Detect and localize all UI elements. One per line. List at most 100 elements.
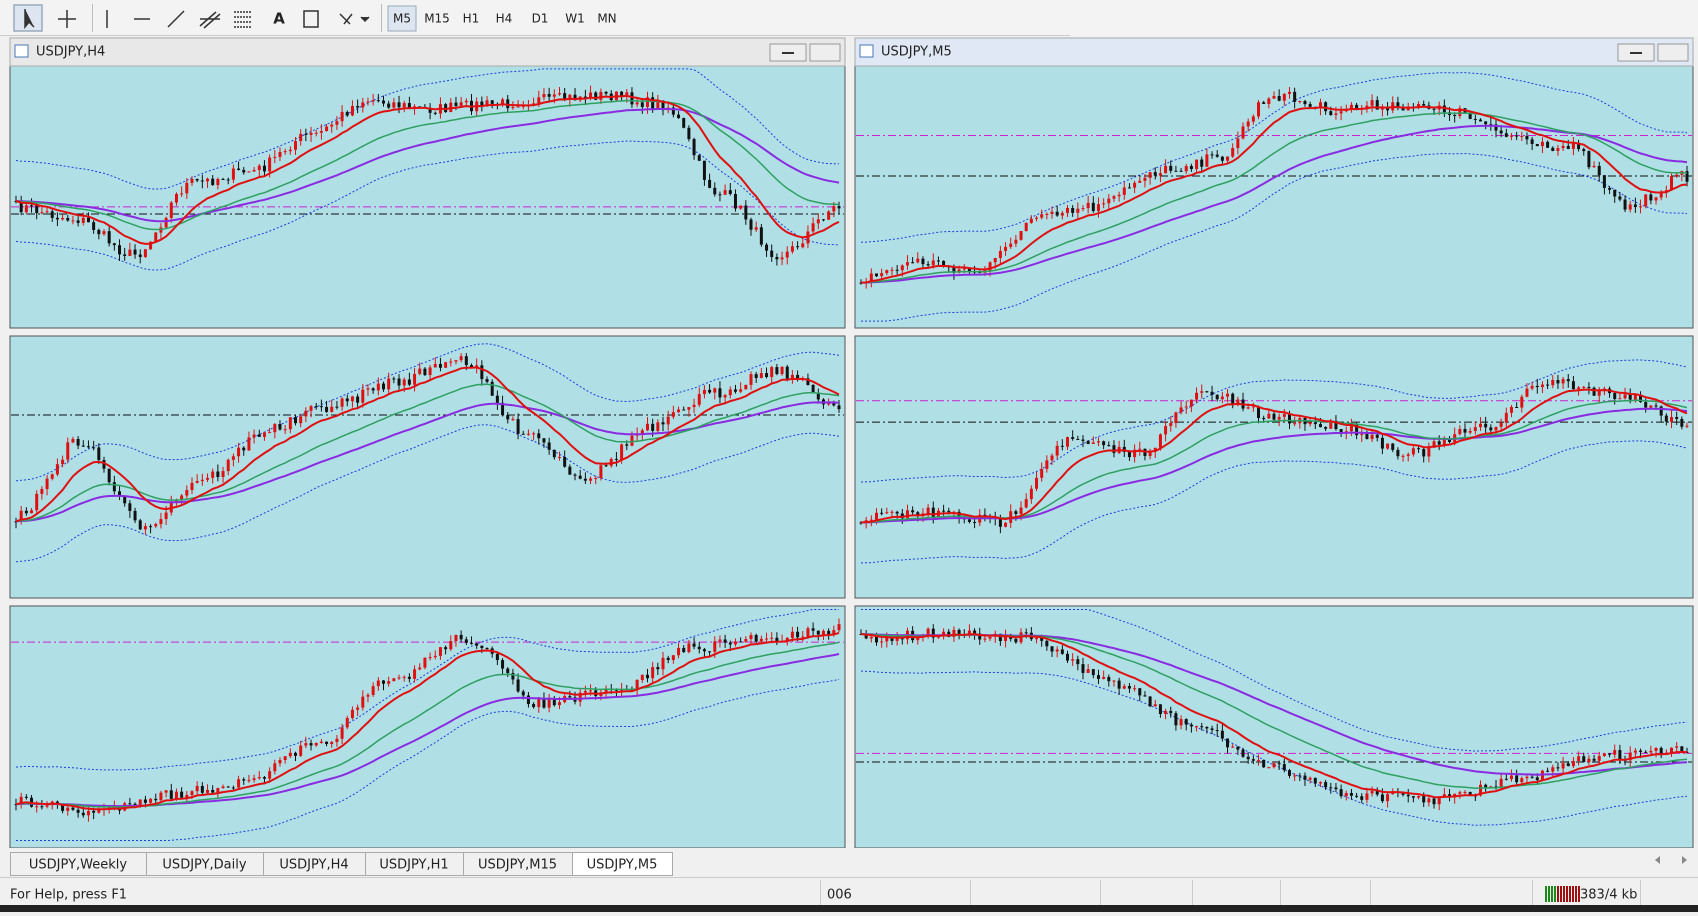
candle-body [1112, 196, 1116, 199]
candle-body [713, 388, 717, 393]
candle-body [563, 456, 567, 467]
candle-body [200, 785, 204, 793]
candle-body [423, 368, 427, 376]
arrows-tool[interactable] [339, 13, 353, 25]
candle-body [692, 404, 696, 408]
candle-body [1437, 797, 1441, 805]
candle-body [1618, 750, 1622, 760]
candle-body [890, 637, 894, 641]
candle-body [916, 258, 920, 263]
candle-body [45, 478, 49, 489]
tab-label[interactable]: USDJPY,M5 [587, 858, 658, 873]
candle-body [880, 273, 884, 277]
candle-body [874, 512, 878, 520]
candle-body [216, 788, 220, 793]
tab-label[interactable]: USDJPY,H4 [279, 858, 348, 873]
tab-label[interactable]: USDJPY,H1 [379, 858, 448, 873]
candle-body [112, 482, 116, 492]
candle-body [1236, 746, 1240, 750]
candle-body [936, 260, 940, 262]
candle-body [1406, 106, 1410, 111]
candle-body [252, 778, 256, 781]
candle-body [765, 244, 769, 251]
candle-body [164, 217, 168, 228]
candle-body [837, 206, 841, 209]
candle-body [526, 695, 530, 705]
candle-body [1458, 429, 1462, 435]
maximize-button[interactable] [1657, 43, 1689, 62]
candle-body [645, 674, 649, 679]
candle-body [1040, 638, 1044, 641]
candle-body [1339, 111, 1343, 114]
candle-body [1628, 204, 1632, 210]
candle-body [1613, 750, 1617, 755]
candle-body [1148, 696, 1152, 707]
candle-body [1509, 135, 1513, 137]
candle-body [1602, 175, 1606, 188]
candle-body [1303, 101, 1307, 105]
candle-body [1489, 786, 1493, 788]
candle-body [687, 407, 691, 410]
candle-body [568, 696, 572, 698]
tab-active[interactable] [572, 852, 673, 876]
candle-body [1649, 750, 1653, 753]
candle-body [86, 810, 90, 816]
candle-body [1355, 795, 1359, 797]
timeframe-button[interactable]: W1 [565, 12, 585, 26]
candle-body [1685, 425, 1689, 427]
candle-body [1375, 434, 1379, 438]
candle-body [1066, 653, 1069, 661]
candle-body [1282, 764, 1286, 771]
timeframe-button[interactable]: H4 [496, 12, 513, 26]
candle-body [226, 459, 230, 472]
candle-body [931, 260, 935, 266]
candle-body [713, 187, 717, 195]
label-tool[interactable] [303, 10, 319, 28]
timeframe-button[interactable]: M15 [424, 12, 450, 26]
candle-body [1329, 787, 1333, 789]
candle-body [1045, 640, 1049, 647]
candle-body [309, 132, 313, 135]
trendline-tool[interactable] [167, 10, 185, 28]
timeframe-button[interactable]: H1 [463, 12, 480, 26]
candle-body [827, 630, 831, 635]
candle-body [723, 395, 727, 398]
crosshair-tool[interactable] [58, 10, 76, 28]
candle-body [107, 231, 111, 244]
candle-body [123, 496, 127, 504]
timeframe-button[interactable]: MN [597, 12, 616, 26]
timeframe-button[interactable]: D1 [532, 12, 549, 26]
text-tool[interactable]: A [273, 10, 285, 28]
candle-body [164, 512, 168, 520]
candle-body [869, 519, 873, 521]
channel-tool[interactable] [199, 11, 221, 29]
candle-body [226, 179, 230, 181]
candle-body [190, 791, 194, 795]
maximize-button[interactable] [809, 43, 841, 62]
candle-body [1530, 139, 1534, 144]
candle-body [1035, 217, 1039, 219]
chart-windows: USDJPY,H4 USDJPY,M5 [9, 37, 1694, 849]
candle-body [1458, 108, 1462, 117]
tab-label[interactable]: USDJPY,M15 [478, 858, 557, 873]
candle-body [350, 105, 354, 116]
candle-body [874, 636, 878, 643]
timeframe-button[interactable]: M5 [393, 12, 411, 26]
candle-body [299, 133, 303, 142]
candle-body [1050, 455, 1054, 461]
candle-body [661, 657, 665, 670]
tab-label[interactable]: USDJPY,Weekly [29, 858, 127, 873]
candle-body [890, 511, 894, 513]
candle-body [1587, 151, 1591, 168]
band-upper [860, 359, 1688, 483]
candle-body [1566, 145, 1570, 149]
candle-body [671, 655, 675, 660]
fibo-tool[interactable] [234, 11, 252, 28]
tab-label[interactable]: USDJPY,Daily [162, 858, 246, 873]
candle-body [957, 629, 961, 635]
candle-body [978, 633, 982, 640]
candle-body [97, 229, 101, 235]
meter-bar [1548, 886, 1550, 902]
arrows-dropdown[interactable] [360, 16, 370, 23]
tabs: USDJPY,Weekly USDJPY,Daily USDJPY,H4 USDJPY… [10, 852, 673, 876]
